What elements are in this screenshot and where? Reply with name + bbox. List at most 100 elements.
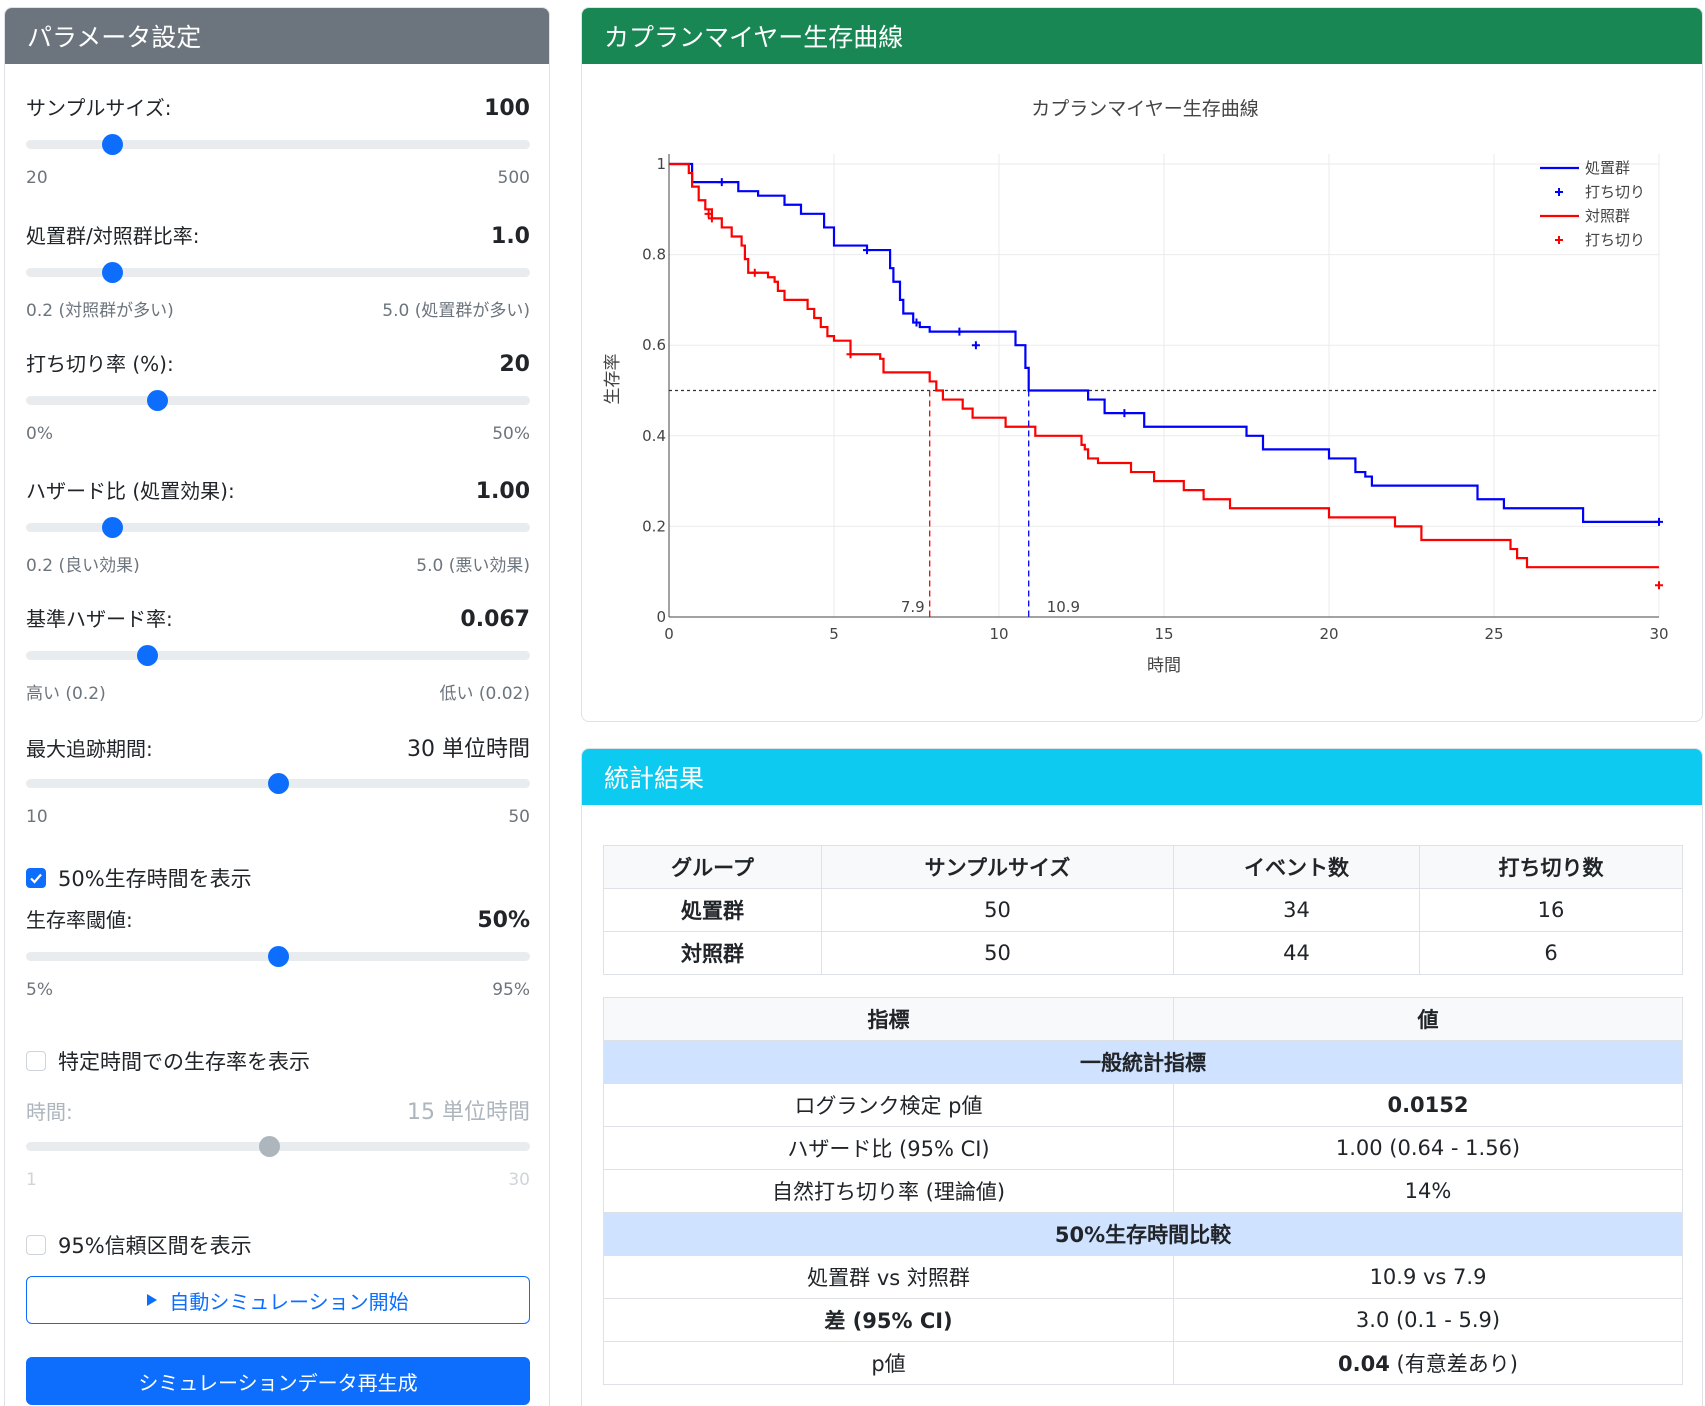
sample-size-slider[interactable] — [26, 134, 530, 155]
base-hazard-control: 基準ハザード率: 0.067 高い (0.2) 低い (0.02) — [26, 603, 530, 704]
event-count-cell: 34 — [1173, 888, 1420, 932]
legend-censor-name: 打ち切り — [1585, 231, 1645, 249]
show-median-option[interactable]: 50%生存時間を表示 — [26, 863, 252, 893]
x-tick-label: 20 — [1319, 625, 1338, 643]
survival-threshold-slider-thumb[interactable] — [268, 946, 289, 967]
censor-mark — [750, 268, 759, 277]
hazard-ratio-slider[interactable] — [26, 517, 530, 538]
parameter-panel-title: パラメータ設定 — [5, 8, 549, 64]
sample-size-label: サンプルサイズ: — [26, 96, 172, 120]
max-followup-value: 30 単位時間 — [407, 737, 530, 762]
x-tick-label: 0 — [664, 625, 674, 643]
max-followup-slider-thumb[interactable] — [268, 773, 289, 794]
auto-simulation-button[interactable]: 自動シミュレーション開始 — [26, 1276, 530, 1324]
regenerate-data-button[interactable]: シミュレーションデータ再生成 — [26, 1357, 530, 1405]
x-axis-label: 時間 — [1147, 656, 1181, 676]
group-header: グループ — [603, 845, 822, 889]
survival-curve-line — [669, 162, 1659, 569]
show-median-checkbox[interactable] — [26, 868, 46, 888]
group-cell: 処置群 — [603, 888, 822, 932]
section-general-stats-label: 一般統計指標 — [603, 1040, 1683, 1084]
table-row: p値 0.04 (有意差あり) — [603, 1341, 1683, 1385]
sample-size-min: 20 — [26, 168, 48, 188]
ratio-slider[interactable] — [26, 262, 530, 283]
statistics-panel-title: 統計結果 — [582, 749, 1702, 805]
legend-censor-swatch — [1555, 236, 1563, 244]
y-axis-label: 生存率 — [603, 354, 623, 405]
sample-size-control: サンプルサイズ: 100 20 500 — [26, 92, 530, 188]
table-row: 処置群 50 34 16 — [603, 888, 1683, 932]
censor-mark — [704, 209, 713, 218]
survival-curve-line — [669, 162, 1659, 523]
censored-count-cell: 6 — [1419, 931, 1683, 975]
hazard-ratio-control: ハザード比 (処置効果): 1.00 0.2 (良い効果) 5.0 (悪い効果) — [26, 475, 530, 576]
censor-mark — [955, 327, 964, 336]
section-general-stats: 一般統計指標 — [603, 1040, 1683, 1084]
censor-mark — [912, 318, 921, 327]
hazard-ratio-min: 0.2 (良い効果) — [26, 556, 140, 576]
max-followup-slider[interactable] — [26, 773, 530, 794]
table-row: 処置群 vs 対照群 10.9 vs 7.9 — [603, 1255, 1683, 1299]
ratio-value: 1.0 — [491, 224, 530, 249]
difference-value: 3.0 (0.1 - 5.9) — [1173, 1298, 1683, 1342]
show-specific-time-option[interactable]: 特定時間での生存率を表示 — [26, 1046, 310, 1076]
hazard-ratio-slider-thumb[interactable] — [101, 517, 123, 538]
natural-censor-value: 14% — [1173, 1169, 1683, 1213]
compare-value: 10.9 vs 7.9 — [1173, 1255, 1683, 1299]
section-median-comparison: 50%生存時間比較 — [603, 1212, 1683, 1256]
censor-mark — [1655, 581, 1663, 590]
ratio-slider-thumb[interactable] — [101, 262, 123, 283]
y-tick-label: 0.2 — [642, 517, 666, 535]
km-survival-chart[interactable]: カプランマイヤー生存曲線 0 5 10 15 20 25 3000.20.40.60.81 … — [582, 64, 1702, 721]
p-value-note: (有意差あり) — [1389, 1352, 1518, 1376]
censor-rate-slider-thumb[interactable] — [147, 390, 169, 411]
sample-size-slider-thumb[interactable] — [101, 134, 123, 155]
specific-time-slider-thumb[interactable] — [259, 1136, 281, 1157]
ratio-label: 処置群/対照群比率: — [26, 224, 200, 248]
hazard-ratio-max: 5.0 (悪い効果) — [416, 556, 530, 576]
censor-mark — [1120, 409, 1129, 418]
difference-label: 差 (95% CI) — [603, 1298, 1174, 1342]
parameter-panel: パラメータ設定 サンプルサイズ: 100 20 500 処置群/対照群比率: 1… — [4, 7, 550, 1406]
table-row: ハザード比 (95% CI) 1.00 (0.64 - 1.56) — [603, 1126, 1683, 1170]
sample-size-header: サンプルサイズ — [821, 845, 1174, 889]
legend-series-name: 対照群 — [1585, 207, 1630, 225]
censor-mark — [863, 246, 871, 255]
max-followup-control: 最大追跡期間: 30 単位時間 10 50 — [26, 731, 530, 827]
censored-count-header: 打ち切り数 — [1419, 845, 1683, 889]
x-tick-label: 15 — [1154, 625, 1173, 643]
base-hazard-label: 基準ハザード率: — [26, 607, 173, 631]
check-icon — [30, 873, 42, 884]
specific-time-slider[interactable] — [26, 1136, 530, 1157]
table-row: 差 (95% CI) 3.0 (0.1 - 5.9) — [603, 1298, 1683, 1342]
censor-mark — [971, 341, 980, 350]
max-followup-min: 10 — [26, 807, 48, 827]
ratio-control: 処置群/対照群比率: 1.0 0.2 (対照群が多い) 5.0 (処置群が多い) — [26, 220, 530, 321]
y-tick-label: 0.8 — [642, 246, 666, 264]
ratio-max: 5.0 (処置群が多い) — [382, 301, 530, 321]
base-hazard-slider[interactable] — [26, 645, 530, 666]
sample-size-value: 100 — [484, 96, 530, 121]
metric-table: 指標 値 一般統計指標 ログランク検定 p値 0.0152 ハザード比 (95%… — [603, 997, 1683, 1385]
censor-mark — [717, 178, 726, 187]
censor-mark — [1655, 517, 1663, 526]
show-ci-option[interactable]: 95%信頼区間を表示 — [26, 1230, 252, 1260]
survival-threshold-slider[interactable] — [26, 946, 530, 967]
x-tick-label: 25 — [1484, 625, 1503, 643]
y-tick-label: 0.6 — [642, 336, 666, 354]
show-specific-time-checkbox[interactable] — [26, 1051, 46, 1071]
censor-rate-slider[interactable] — [26, 390, 530, 411]
survival-threshold-min: 5% — [26, 980, 53, 1000]
specific-time-value: 15 単位時間 — [407, 1100, 530, 1125]
base-hazard-slider-thumb[interactable] — [136, 645, 158, 666]
median-label: 10.9 — [1047, 598, 1080, 616]
chart-title: カプランマイヤー生存曲線 — [1031, 98, 1258, 120]
survival-threshold-value: 50% — [477, 908, 530, 933]
censor-rate-control: 打ち切り率 (%): 20 0% 50% — [26, 348, 530, 444]
play-icon — [147, 1294, 158, 1306]
show-ci-checkbox[interactable] — [26, 1235, 46, 1255]
x-tick-label: 5 — [829, 625, 839, 643]
table-row: 対照群 50 44 6 — [603, 931, 1683, 975]
show-specific-time-label: 特定時間での生存率を表示 — [58, 1050, 310, 1074]
group-summary-table: グループ サンプルサイズ イベント数 打ち切り数 処置群 50 34 16 対照… — [603, 845, 1683, 975]
